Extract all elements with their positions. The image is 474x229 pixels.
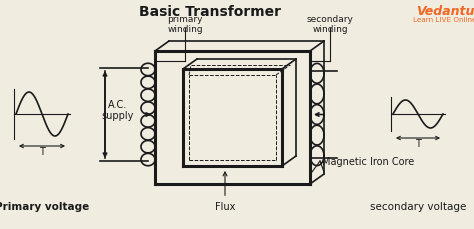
Text: Learn LIVE Online: Learn LIVE Online xyxy=(413,17,474,23)
Text: T: T xyxy=(415,138,421,148)
Text: Basic Transformer: Basic Transformer xyxy=(139,5,281,19)
Text: Flux: Flux xyxy=(215,172,235,211)
Text: secondary
winding: secondary winding xyxy=(307,15,354,34)
Text: T: T xyxy=(39,146,45,156)
Text: Magnetic Iron Core: Magnetic Iron Core xyxy=(322,156,414,166)
Text: secondary voltage: secondary voltage xyxy=(370,201,466,211)
Text: A.C.
supply: A.C. supply xyxy=(102,99,134,121)
Text: primary
winding: primary winding xyxy=(167,15,203,34)
Text: Primary voltage: Primary voltage xyxy=(0,201,89,211)
Text: Vedantu: Vedantu xyxy=(416,5,474,18)
